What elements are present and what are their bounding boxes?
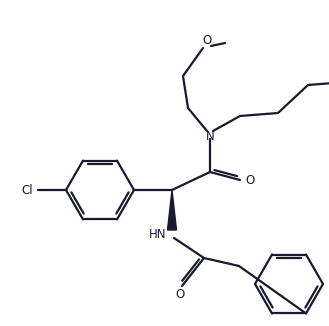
Text: Cl: Cl xyxy=(21,184,33,197)
Text: O: O xyxy=(245,173,255,186)
Text: N: N xyxy=(206,129,215,142)
Polygon shape xyxy=(167,190,176,230)
Text: O: O xyxy=(175,289,185,302)
Text: HN: HN xyxy=(149,229,167,242)
Text: O: O xyxy=(202,35,212,48)
